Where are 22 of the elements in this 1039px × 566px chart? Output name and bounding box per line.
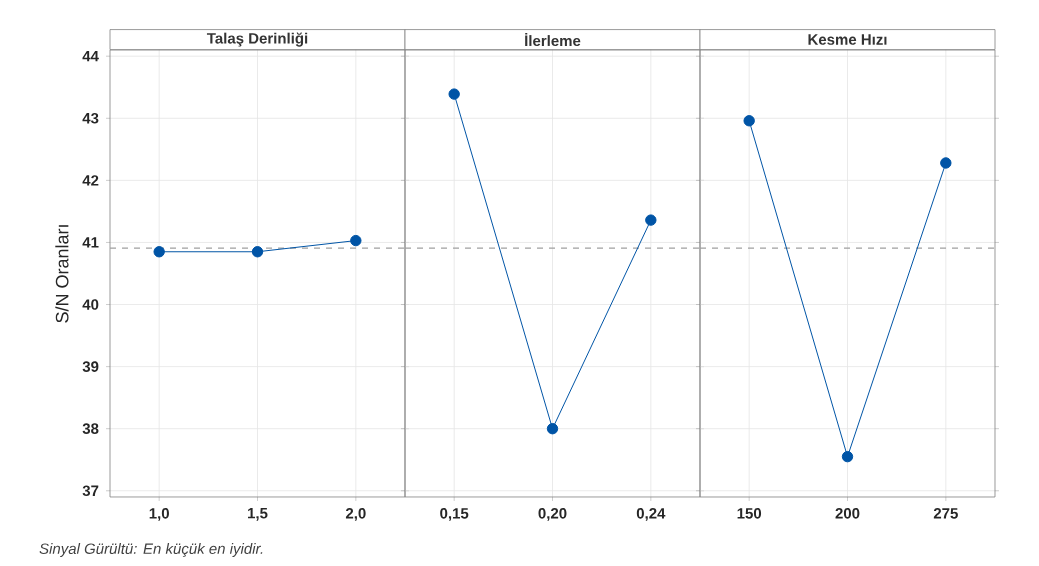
y-tick-label: 44 [82, 51, 99, 62]
x-tick-label: 275 [933, 508, 958, 519]
y-tick-label: 37 [82, 485, 99, 497]
y-tick-label: 39 [82, 361, 99, 372]
x-tick-label: 2,0 [345, 508, 366, 521]
y-tick-label: 42 [82, 175, 99, 186]
x-tick-label: 150 [737, 508, 762, 519]
y-tick-label: 40 [82, 299, 99, 310]
y-tick-label: 43 [82, 112, 99, 124]
x-tick-label: 1,0 [149, 508, 169, 521]
chart-title: İlerleme [525, 33, 581, 47]
y-tick-label: 38 [82, 423, 99, 434]
y-tick-label: 41 [82, 237, 99, 248]
text: Sinyal Gürültü: En küçük en iyidir. [39, 543, 263, 557]
chart-title: Kesme Hızı [808, 34, 887, 45]
x-tick-label: 0,15 [440, 508, 469, 521]
chart-title: Talaş Derinliği [206, 32, 308, 47]
x-tick-label: 0,24 [636, 508, 666, 521]
x-tick-label: 1,5 [248, 508, 268, 521]
x-tick-label: 0,20 [538, 508, 567, 521]
y-axis-title: S/N Oranları [55, 225, 69, 323]
x-tick-label: 200 [835, 508, 860, 519]
